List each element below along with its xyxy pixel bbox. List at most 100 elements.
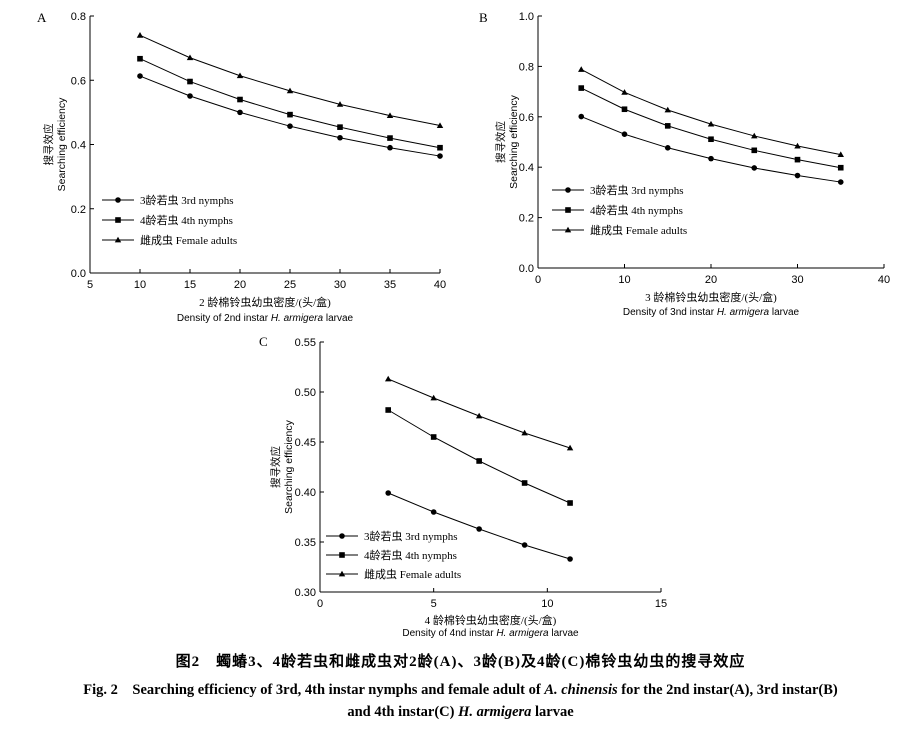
y-tick-label: 0.55 bbox=[295, 337, 316, 349]
x-axis-label-en: Density of 2nd instar H. armigera larvae bbox=[177, 313, 354, 324]
marker-square bbox=[337, 124, 343, 130]
caption-species-name: H. armigera bbox=[458, 704, 532, 720]
y-tick-label: 0.35 bbox=[295, 537, 316, 549]
marker-square bbox=[708, 136, 714, 143]
marker-triangle bbox=[286, 87, 294, 94]
marker-square bbox=[567, 500, 573, 506]
y-tick-label: 0.40 bbox=[295, 487, 316, 499]
marker-triangle bbox=[794, 142, 801, 149]
caption-species-name: A. chinensis bbox=[544, 682, 618, 698]
marker-circle bbox=[187, 93, 193, 99]
series-triangle bbox=[578, 66, 844, 158]
y-tick-label: 0.6 bbox=[71, 75, 86, 87]
marker-circle bbox=[437, 153, 443, 159]
marker-triangle bbox=[751, 132, 758, 139]
y-axis-label-en: Searching efficiency bbox=[56, 97, 68, 192]
legend: 3龄若虫 3rd nymphs 4龄若虫 4th nymphs 雌成虫 Female… bbox=[102, 193, 237, 247]
marker-square bbox=[578, 85, 585, 91]
x-axis-label-en-part: larvae bbox=[323, 313, 353, 324]
x-tick-label: 20 bbox=[234, 279, 246, 291]
y-tick-label: 0.2 bbox=[519, 213, 534, 225]
x-tick-label: 0 bbox=[317, 598, 323, 610]
marker-triangle bbox=[336, 101, 344, 107]
legend: 3龄若虫 3rd nymphs 4龄若虫 4th nymphs 雌成虫 Female… bbox=[552, 183, 687, 237]
x-tick-label: 5 bbox=[87, 279, 93, 291]
x-axis-label-cn: 4 龄棉铃虫幼虫密度/(头/盒) bbox=[425, 613, 557, 627]
series-line bbox=[581, 87, 841, 169]
marker-triangle bbox=[386, 112, 394, 119]
x-tick-label: 15 bbox=[184, 279, 196, 291]
marker-triangle bbox=[338, 570, 346, 577]
marker-triangle bbox=[578, 66, 585, 72]
panel-letter: B bbox=[479, 10, 488, 25]
marker-circle bbox=[476, 526, 482, 532]
marker-square bbox=[287, 111, 293, 118]
marker-square bbox=[137, 55, 143, 62]
marker-circle bbox=[794, 172, 801, 179]
marker-circle bbox=[337, 134, 343, 141]
x-axis-label-en-species: H. armigera bbox=[717, 307, 770, 318]
x-axis-label-en-part: Density of 4nd instar bbox=[402, 628, 496, 639]
marker-square bbox=[387, 135, 393, 141]
marker-circle bbox=[339, 533, 345, 539]
legend-entry: 4龄若虫 4th nymphs bbox=[590, 203, 683, 217]
x-tick-label: 20 bbox=[705, 274, 717, 286]
x-axis-label-en: Density of 4nd instar H. armigera larvae bbox=[402, 628, 579, 639]
x-tick-label: 0 bbox=[535, 274, 541, 286]
marker-square bbox=[521, 480, 528, 486]
series-line bbox=[387, 409, 571, 504]
marker-square bbox=[339, 552, 345, 558]
marker-square bbox=[794, 156, 801, 163]
marker-circle bbox=[664, 144, 671, 151]
marker-circle bbox=[578, 113, 585, 120]
chart-panel-a: A 0.0 0.2 0.4 0.6 0.8 5 10 15 20 25 30 35 40 搜寻效应 Searc… bbox=[37, 10, 446, 324]
y-tick-label: 0.8 bbox=[519, 61, 534, 73]
x-tick-label: 25 bbox=[284, 279, 296, 291]
y-axis-label-cn: 搜寻效应 bbox=[494, 121, 507, 163]
marker-triangle bbox=[114, 236, 122, 243]
y-tick-label: 0.0 bbox=[519, 263, 534, 275]
chart-panel-b: B 0.0 0.2 0.4 0.6 0.8 1.0 0 10 20 30 40 搜寻效应 Searchin… bbox=[479, 10, 890, 318]
marker-circle bbox=[137, 73, 143, 79]
figure-caption-english-line1: Fig. 2 Searching efficiency of 3rd, 4th … bbox=[0, 678, 921, 699]
marker-triangle bbox=[436, 122, 444, 128]
x-tick-label: 10 bbox=[134, 279, 146, 291]
legend: 3龄若虫 3rd nymphs 4龄若虫 4th nymphs 雌成虫 Female… bbox=[326, 529, 461, 581]
x-axis-label-en-species: H. armigera bbox=[271, 313, 324, 324]
caption-text: and 4th instar(C) bbox=[347, 704, 459, 720]
series-circle bbox=[137, 73, 443, 159]
panel-letter: C bbox=[259, 334, 268, 349]
marker-triangle bbox=[236, 72, 244, 79]
marker-triangle bbox=[521, 429, 528, 436]
y-tick-label: 0.50 bbox=[295, 387, 316, 399]
marker-square bbox=[476, 458, 482, 464]
x-axis-label-cn: 2 龄棉铃虫幼虫密度/(头/盒) bbox=[199, 295, 331, 309]
marker-square bbox=[237, 96, 243, 103]
marker-square bbox=[430, 434, 437, 440]
marker-circle bbox=[385, 490, 392, 496]
series-circle bbox=[578, 113, 844, 185]
marker-circle bbox=[387, 144, 393, 151]
marker-square bbox=[437, 144, 443, 151]
y-axis-label-en: Searching efficiency bbox=[283, 419, 295, 514]
series-circle bbox=[385, 490, 573, 562]
x-axis-label-cn: 3 龄棉铃虫幼虫密度/(头/盒) bbox=[645, 290, 777, 304]
marker-square bbox=[187, 78, 193, 85]
y-tick-label: 0.45 bbox=[295, 437, 316, 449]
legend-entry: 雌成虫 Female adults bbox=[140, 233, 237, 247]
caption-text: larvae bbox=[531, 704, 574, 720]
y-axis-label-cn: 搜寻效应 bbox=[42, 123, 55, 165]
panel-letter: A bbox=[37, 10, 47, 25]
caption-text: Fig. 2 Searching efficiency of 3rd, 4th … bbox=[83, 682, 545, 698]
marker-circle bbox=[287, 123, 293, 129]
legend-entry: 雌成虫 Female adults bbox=[364, 567, 461, 581]
legend-entry: 3龄若虫 3rd nymphs bbox=[590, 183, 684, 197]
legend-entry: 4龄若虫 4th nymphs bbox=[140, 213, 233, 227]
marker-circle bbox=[567, 556, 573, 562]
chart-panel-c: C 0.30 0.35 0.40 0.45 0.50 0.55 0 5 10 15 搜寻效应 Searc… bbox=[259, 334, 667, 639]
marker-square bbox=[621, 106, 628, 113]
series-triangle bbox=[136, 32, 444, 128]
x-axis-label-en-part: larvae bbox=[549, 628, 579, 639]
y-tick-label: 0.0 bbox=[71, 268, 86, 280]
